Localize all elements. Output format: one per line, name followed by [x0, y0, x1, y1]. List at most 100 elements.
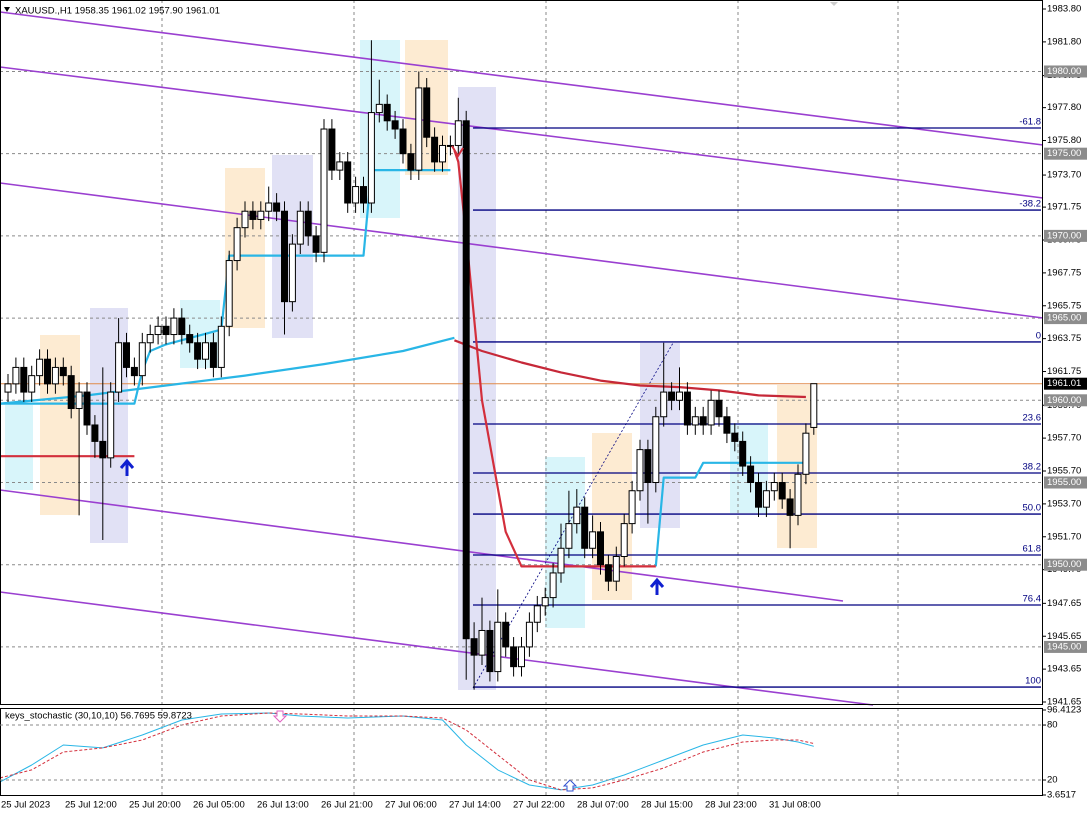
zone	[592, 433, 632, 600]
candle-body	[683, 391, 691, 426]
candle-body	[652, 416, 660, 484]
buy-arrow	[119, 458, 135, 476]
candle-body	[510, 646, 518, 668]
candle-body	[668, 391, 676, 401]
candle-body	[59, 366, 67, 377]
candle-body	[360, 186, 367, 204]
candle-body	[802, 432, 810, 475]
y-tick-label: 1975.80	[1047, 135, 1081, 146]
y-tick-label: 1965.75	[1047, 300, 1081, 311]
signals	[119, 2, 838, 792]
candle-body	[597, 531, 604, 566]
candle-body	[130, 366, 138, 377]
candle-body	[178, 317, 186, 336]
candle-body	[233, 227, 241, 262]
y-tick-label: 1977.80	[1047, 102, 1081, 113]
price-box	[1044, 229, 1087, 242]
x-tick-label: 26 Jul 13:00	[257, 800, 309, 811]
stoch-line	[0, 712, 814, 791]
scroll-marker	[830, 2, 838, 6]
candle-body	[581, 506, 589, 549]
y-tick-label: 1945.65	[1047, 631, 1081, 642]
candle-body	[446, 144, 454, 147]
chart-title: XAUUSD.,H1 1958.35 1961.02 1957.90 1961.…	[15, 6, 220, 17]
candle-body	[375, 103, 383, 114]
candle-body	[755, 482, 762, 508]
candle-body	[249, 210, 257, 220]
candle-body	[407, 153, 415, 171]
candle-body	[533, 605, 541, 623]
candle-body	[644, 449, 652, 484]
price-label: 1950.00	[1047, 559, 1081, 570]
fib-label: 0	[1036, 330, 1041, 341]
channel-line	[0, 66, 1044, 199]
candle-body	[91, 424, 99, 442]
candle-body	[67, 375, 75, 410]
x-tick-label: 28 Jul 07:00	[577, 800, 629, 811]
candle-body	[486, 629, 494, 673]
main-frame	[0, 0, 1043, 705]
candle-body	[107, 391, 115, 459]
candle-body	[454, 120, 462, 146]
buy-arrow	[649, 577, 665, 595]
fib-label: 50.0	[1023, 503, 1042, 514]
candle-body	[423, 87, 431, 138]
candle-body	[565, 523, 573, 549]
candle-body	[604, 564, 612, 582]
candle-body	[75, 391, 83, 410]
candle-body	[83, 391, 91, 426]
candle-body	[99, 440, 107, 459]
y-tick-label: 1971.75	[1047, 202, 1081, 213]
x-tick-label: 28 Jul 15:00	[641, 800, 693, 811]
price-box	[1044, 147, 1087, 160]
y-tick-label: 1957.70	[1047, 433, 1081, 444]
stoch-arrow	[272, 710, 288, 723]
fib-label: 23.6	[1023, 412, 1042, 423]
candle-body	[257, 210, 265, 220]
x-tick-label: 27 Jul 06:00	[385, 800, 437, 811]
y-tick-label: 1955.70	[1047, 466, 1081, 477]
fib-anchor	[472, 342, 674, 689]
current-price-box	[1044, 377, 1087, 390]
y-tick-label: 1981.80	[1047, 36, 1081, 47]
channel-line	[0, 489, 844, 602]
price-box	[1044, 558, 1087, 571]
candle-body	[549, 572, 557, 599]
x-tick-label: 27 Jul 22:00	[513, 800, 565, 811]
x-tick-label: 26 Jul 05:00	[193, 800, 245, 811]
candle-body	[12, 366, 20, 385]
candle-body	[439, 144, 446, 163]
candle-body	[273, 202, 281, 212]
candle-body	[502, 621, 510, 648]
candle-body	[415, 87, 423, 171]
y-tick-label: 1983.80	[1047, 4, 1081, 15]
y-tick-label: 1951.70	[1047, 531, 1081, 542]
x-tick-label: 26 Jul 21:00	[321, 800, 373, 811]
candle-body	[612, 555, 620, 582]
candle-body	[699, 416, 707, 426]
candle-body	[541, 597, 549, 607]
fib-label: 38.2	[1023, 461, 1042, 472]
y-tick-label: 1941.65	[1047, 697, 1081, 708]
fib-label: 100	[1025, 676, 1041, 687]
candle-body	[367, 112, 375, 204]
price-label: 1955.00	[1047, 477, 1081, 488]
channel-line	[0, 591, 874, 706]
stoch-arrow	[562, 779, 578, 792]
candle-body	[154, 325, 162, 336]
fib-label: 76.4	[1023, 594, 1042, 605]
collapse-icon	[4, 7, 10, 12]
y-tick-label: 1967.75	[1047, 267, 1081, 278]
price-label: 1965.00	[1047, 313, 1081, 324]
candle-body	[202, 342, 209, 360]
candle-body	[747, 465, 755, 484]
candle-body	[431, 136, 439, 163]
candle-body	[312, 235, 320, 253]
candle-body	[296, 210, 304, 245]
price-label: 1980.00	[1047, 66, 1081, 77]
x-tick-label: 27 Jul 14:00	[449, 800, 501, 811]
candle-body	[391, 120, 399, 130]
sell-arrow	[451, 145, 464, 158]
x-tick-label: 25 Jul 12:00	[65, 800, 117, 811]
y-tick-label: 1947.65	[1047, 598, 1081, 609]
